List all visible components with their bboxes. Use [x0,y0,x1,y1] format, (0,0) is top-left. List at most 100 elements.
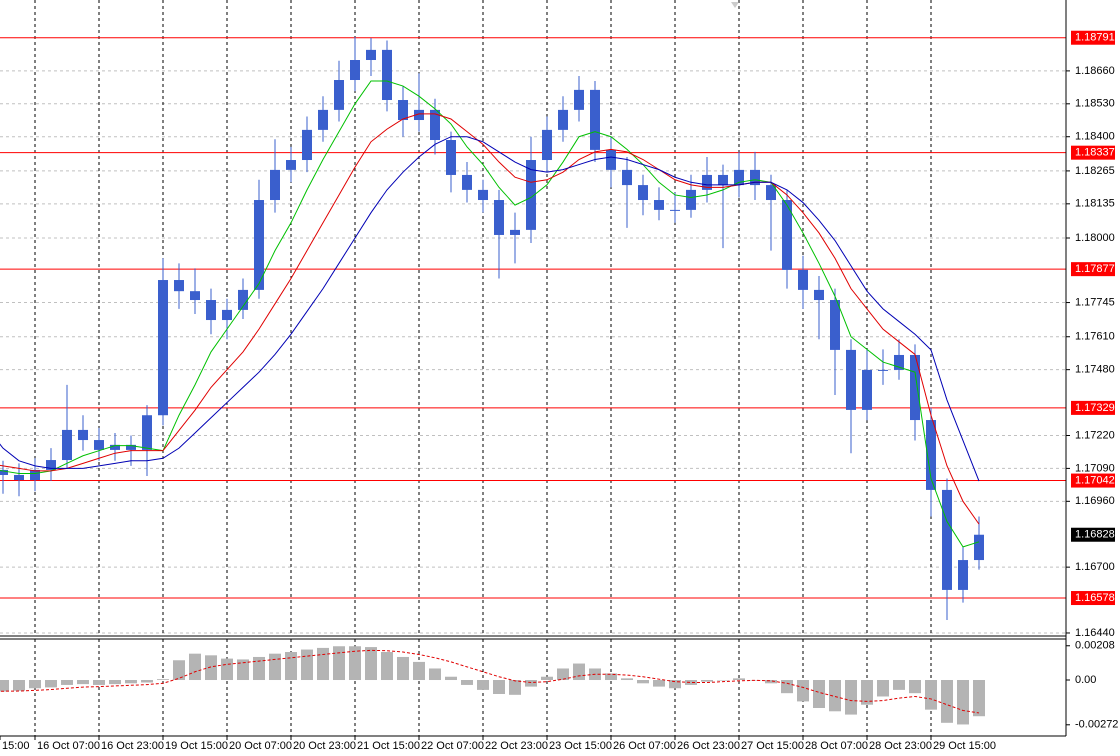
macd-bar [909,680,921,694]
macd-bar [157,679,169,681]
last-price-box [1071,527,1115,542]
macd-bar [861,680,873,705]
candle-body [926,420,936,490]
candle-body [46,460,56,470]
macd-bar [765,680,777,684]
candle-body [526,160,536,230]
candle-body [574,89,584,110]
y-tick-label: 0.00 [1075,674,1096,686]
level-label: 1.16578 [1075,592,1115,604]
candle-body [222,309,232,321]
macd-bar [557,668,569,681]
macd-bar [125,680,137,684]
candle-body [702,174,712,190]
last-price-label: 1.16828 [1075,529,1115,541]
candle-body [846,349,856,410]
macd-bar [301,649,313,681]
x-tick-label: 16 Oct 07:00 [37,740,100,752]
macd-bar [253,656,265,681]
candle-body [766,185,776,201]
x-tick-label: 29 Oct 15:00 [933,740,996,752]
macd-bar [973,680,985,717]
macd-bar [269,653,281,681]
candle-body [254,200,264,290]
macd-bar [93,680,105,685]
candle-body [750,169,760,186]
level-label-box [1071,400,1115,415]
y-tick-label: 1.17220 [1075,429,1115,441]
macd-bar [893,680,905,690]
macd-bar [525,680,537,687]
candle-body [830,300,840,350]
x-tick-label: 19 Oct 15:00 [165,740,228,752]
candle-body [414,109,424,121]
macd-bar [781,680,793,694]
candle-body [510,229,520,235]
x-tick-label: 28 Oct 07:00 [805,740,868,752]
macd-bar [397,656,409,681]
candle-body [446,140,456,175]
candle-body [334,80,344,110]
candle-body [206,300,216,321]
macd-bar [797,680,809,702]
candle-body [782,200,792,270]
candle-body [494,200,504,235]
macd-bar [285,652,297,681]
macd-bar [189,653,201,681]
macd-bar [605,673,617,681]
macd-bar [653,680,665,687]
candle-body [974,534,984,561]
macd-bar [845,680,857,715]
macd-bar [317,647,329,681]
y-tick-label: 1.17480 [1075,364,1115,376]
macd-bar [349,646,361,681]
candle-body [270,169,280,201]
macd-bar [365,647,377,681]
y-tick-label: 1.16700 [1075,561,1115,573]
macd-bar [61,680,73,685]
y-tick-label: 1.17090 [1075,462,1115,474]
macd-bar [0,680,9,692]
candle-body [590,89,600,150]
candle-body [670,209,680,211]
macd-panel [0,639,985,736]
macd-signal [0,649,980,714]
candle-body [894,354,904,370]
candle-body [94,440,104,450]
y-tick-label: 1.18400 [1075,131,1115,143]
shift-marker [731,2,739,8]
level-label-box [1071,145,1115,160]
candle-body [638,185,648,201]
macd-bar [493,680,505,695]
candle-body [382,49,392,101]
candle-body [910,354,920,421]
macd-bar [509,680,521,695]
candle-body [190,291,200,301]
candle-body [814,289,824,301]
x-tick-label: 26 Oct 07:00 [613,740,676,752]
macd-bar [829,680,841,712]
y-tick-label: 1.16440 [1075,627,1115,639]
candle-body [14,474,24,481]
macd-bar [461,680,473,685]
macd-bar [77,680,89,685]
level-label: 1.17877 [1075,263,1115,275]
x-tick-label: 22 Oct 07:00 [421,740,484,752]
x-tick-label: 16 Oct 23:00 [101,740,164,752]
candle-body [958,560,968,590]
y-tick-label: 1.17745 [1075,296,1115,308]
x-tick-label: 21 Oct 15:00 [357,740,420,752]
candle-body [798,269,808,290]
level-label: 1.17329 [1075,402,1115,414]
candle-body [286,160,296,170]
candle-body [462,174,472,190]
macd-bar [333,646,345,681]
candle-body [62,429,72,461]
macd-bar [13,680,25,691]
macd-bar [45,680,57,688]
macd-bar [141,680,153,683]
candle-body [158,280,168,416]
macd-bar [957,680,969,725]
candle-body [398,100,408,121]
candle-body [718,174,728,186]
